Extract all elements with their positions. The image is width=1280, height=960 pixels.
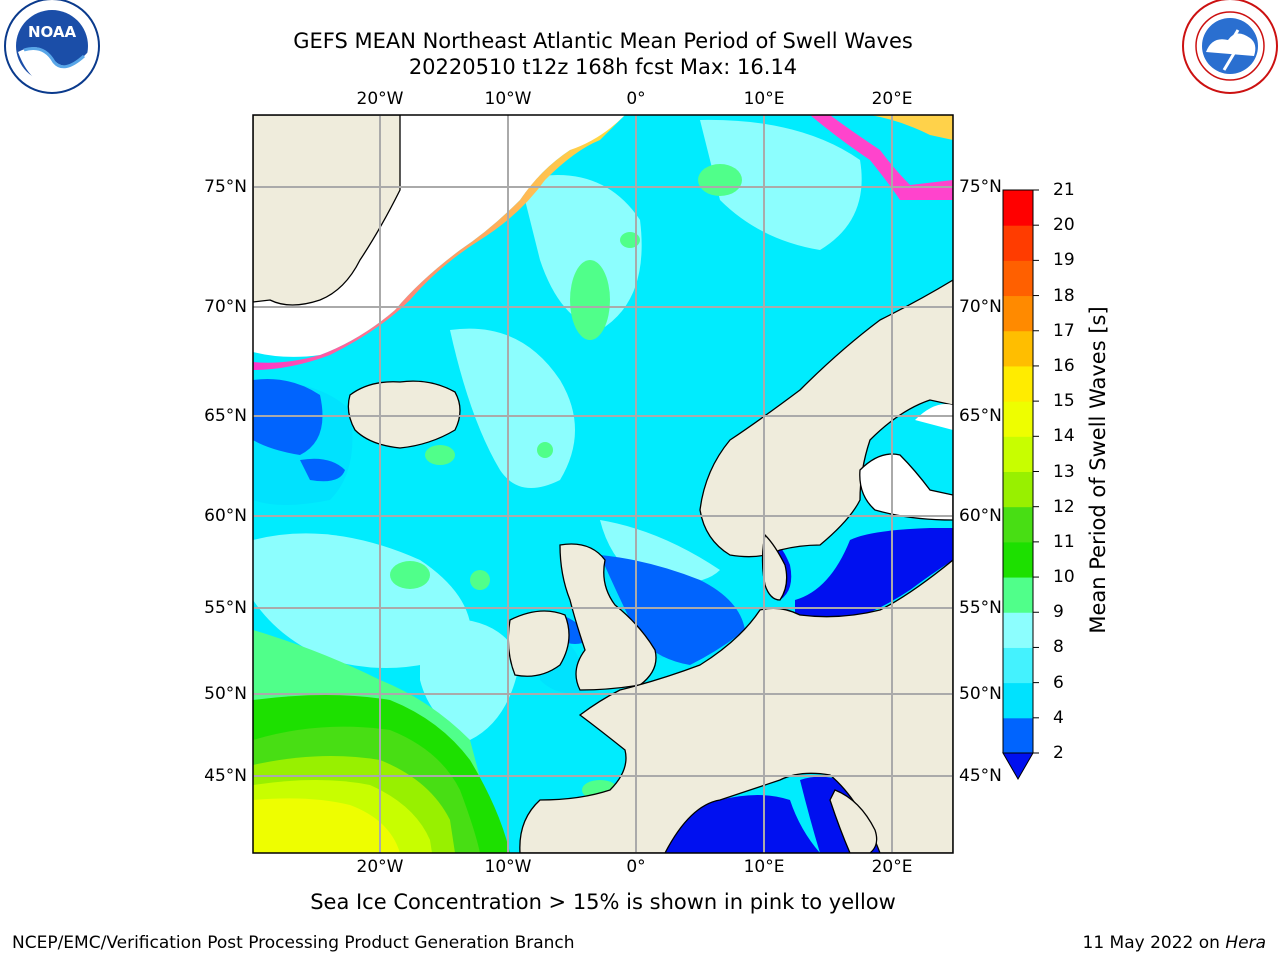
colorbar-under-triangle [1002,752,1034,781]
colorbar [1002,189,1039,781]
ireland [507,610,570,677]
nws-logo-icon [1182,0,1278,94]
colorbar-swatch [1003,295,1033,332]
lat-label-left-60n: 60°N [204,506,247,526]
lat-label-right-70n: 70°N [959,297,1002,317]
colorbar-swatch [1003,717,1033,754]
colorbar-tick-label: 20 [1053,215,1075,236]
colorbar-swatch [1003,612,1033,648]
colorbar-swatch [1003,401,1033,437]
lon-label-bottom-20e: 20°E [871,857,913,877]
lon-label-top-20w: 20°W [356,89,404,109]
colorbar-swatch [1003,365,1033,402]
lon-label-top-0: 0° [626,89,646,109]
lat-label-right-75n: 75°N [959,177,1002,197]
noaa-logo-text: NOAA [28,23,77,41]
map-frame [252,114,954,854]
lat-label-right-50n: 50°N [959,684,1002,704]
iceland [347,380,461,449]
lat-label-left-50n: 50°N [204,684,247,704]
map-area [253,115,953,853]
lon-label-bottom-0: 0° [626,857,646,877]
colorbar-swatch [1003,260,1033,297]
colorbar-tick-label: 12 [1053,496,1075,517]
colorbar-swatch [1003,506,1033,543]
colorbar-tick-label: 8 [1053,637,1064,658]
chart-subtitle: 20220510 t12z 168h fcst Max: 16.14 [408,55,798,79]
lon-label-bottom-10w: 10°W [484,857,532,877]
footer-credit: NCEP/EMC/Verification Post Processing Pr… [12,933,575,953]
colorbar-swatch [1003,225,1033,261]
lat-label-right-55n: 55°N [959,598,1002,618]
sea-ice-note: Sea Ice Concentration > 15% is shown in … [310,890,896,914]
colorbar-tick-label: 15 [1053,391,1075,412]
gulf-of-bothnia-ice [859,453,953,521]
colorbar-tick-label: 19 [1053,250,1075,271]
colorbar-tick-label: 17 [1053,320,1075,341]
lon-label-top-10w: 10°W [484,89,532,109]
lon-label-top-10e: 10°E [743,89,785,109]
colorbar-tick-label: 13 [1053,461,1075,482]
colorbar-swatch [1003,471,1033,508]
colorbar-tick-label: 2 [1053,743,1064,763]
denmark [761,533,788,601]
chart-title: GEFS MEAN Northeast Atlantic Mean Period… [293,29,913,53]
colorbar-tick-label: 16 [1053,355,1075,376]
lat-label-left-75n: 75°N [204,177,247,197]
colorbar-label: Mean Period of Swell Waves [s] [1086,306,1110,634]
lon-label-bottom-20w: 20°W [356,857,404,877]
footer-date: 11 May 2022 on Hera [1083,933,1267,953]
footer-host: Hera [1225,933,1266,953]
colorbar-tick-label: 4 [1053,707,1064,728]
colorbar-swatch [1003,647,1033,684]
noaa-logo-icon: NOAA [4,0,100,94]
footer-date-text: 11 May 2022 on [1082,933,1220,953]
lat-label-right-60n: 60°N [959,506,1002,526]
lat-label-left-55n: 55°N [204,598,247,618]
colorbar-swatch [1003,330,1033,367]
colorbar-swatch [1003,190,1033,226]
colorbar-swatch [1003,541,1033,578]
colorbar-tick-label: 10 [1053,567,1075,588]
colorbar-tick-label: 11 [1053,531,1075,552]
lat-label-left-70n: 70°N [204,297,247,317]
graticule [253,115,953,853]
italy [829,789,878,853]
colorbar-tick-label: 6 [1053,672,1064,693]
lat-label-right-65n: 65°N [959,406,1002,426]
colorbar-tick-label: 14 [1053,426,1075,447]
colorbar-swatch [1003,682,1033,719]
colorbar-tick-label: 9 [1053,602,1064,623]
lat-label-left-45n: 45°N [204,766,247,786]
land [253,115,953,853]
swell-band-14-15 [253,798,400,853]
colorbar-swatch [1003,577,1033,613]
colorbar-tick-label: 18 [1053,285,1075,306]
lon-label-bottom-10e: 10°E [743,857,785,877]
lon-label-top-20e: 20°E [871,89,913,109]
colorbar-tick-label: 21 [1053,180,1075,200]
colorbar-swatch [1003,436,1033,472]
greenland-land [253,115,401,306]
lat-label-left-65n: 65°N [204,406,247,426]
lat-label-right-45n: 45°N [959,766,1002,786]
